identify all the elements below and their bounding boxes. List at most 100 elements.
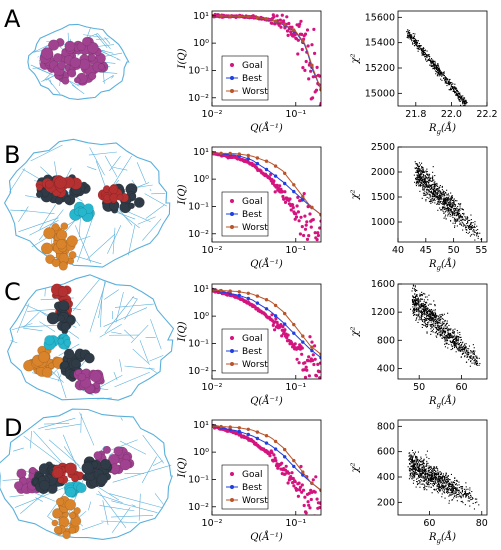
scatter-point (445, 199, 447, 201)
scatter-point (439, 328, 441, 330)
scatter-point (463, 105, 465, 106)
scatter-point (477, 235, 479, 237)
scatter-point (445, 472, 447, 474)
scatter-point (420, 316, 422, 318)
goal-point (274, 459, 278, 463)
scatter-point (441, 486, 443, 488)
scatter-point (455, 336, 457, 338)
scatter-point (425, 177, 427, 179)
scatter-point (440, 318, 442, 320)
scatter-point (451, 83, 453, 85)
scatter-point (456, 219, 458, 221)
scatter-point (436, 328, 438, 330)
goal-point (283, 190, 287, 194)
worst-marker (301, 39, 305, 43)
scatter-point (415, 183, 417, 185)
scatter-point (441, 324, 443, 326)
scatter-point (468, 356, 470, 358)
scatter-point (468, 493, 470, 495)
scatter-point (416, 294, 418, 296)
worst-marker (255, 294, 260, 298)
scatter-point (422, 175, 424, 177)
scatter-point (469, 505, 471, 507)
protein-domain-orange-atom (64, 499, 76, 511)
scatter-point (428, 314, 430, 316)
panel-letter: B (4, 141, 20, 169)
scatter-point (415, 178, 417, 180)
goal-point (313, 231, 317, 235)
scatter-point (459, 93, 461, 95)
y-tick-label: 10⁻¹ (188, 65, 209, 76)
scatter-point (439, 331, 441, 333)
goal-point (281, 325, 285, 329)
protein-domain-orange (23, 345, 65, 378)
scatter-point (465, 493, 467, 495)
scatter-point (427, 480, 429, 482)
scatter-point (437, 68, 439, 70)
scatter-point (415, 295, 417, 297)
scatter-point (424, 479, 426, 481)
scatter-point (449, 486, 451, 488)
scatter-point (433, 191, 435, 193)
scatter-point (422, 463, 424, 465)
scatter-point (444, 200, 446, 202)
goal-point (271, 323, 275, 327)
scatter-point (430, 313, 432, 315)
scatter-point (453, 493, 455, 495)
scatter-point (461, 97, 463, 99)
scatter-point (417, 315, 419, 317)
scatter-point (414, 312, 416, 314)
goal-point (302, 192, 306, 196)
scatter-point (448, 202, 450, 204)
scatter-point (425, 199, 427, 201)
scatter-point (425, 302, 427, 304)
scatter-point (445, 203, 447, 205)
scatter-point (467, 220, 469, 222)
scatter-point (455, 209, 457, 211)
scatter-point (442, 192, 444, 194)
scatter-point (432, 188, 434, 190)
scatter-point (420, 48, 422, 50)
scatter-point (416, 309, 418, 311)
scatter-point (409, 463, 411, 465)
scatter-point (427, 54, 429, 56)
goal-point (309, 497, 313, 502)
scatter-point (432, 199, 434, 201)
scatter-point (439, 328, 441, 330)
scatter-point (410, 35, 412, 37)
scatter-point (436, 188, 438, 190)
scatter-point (452, 205, 454, 207)
scatter-point (408, 478, 410, 480)
scatter-point (419, 317, 421, 319)
scatter-point (433, 183, 435, 185)
scatter-point (432, 68, 434, 70)
scatter-point (424, 186, 426, 188)
scatter-point (421, 298, 423, 300)
scatter-point (417, 172, 419, 174)
scatter-point (419, 461, 421, 463)
envelope-mesh-edge (109, 155, 121, 172)
scatter-point (431, 473, 433, 475)
scatter-point (470, 228, 472, 230)
scatter-point (414, 306, 416, 308)
scatter-point (416, 484, 418, 486)
scatter-point (435, 195, 437, 197)
scatter-point (440, 78, 442, 80)
scatter-point (463, 493, 465, 495)
scatter-point (448, 210, 450, 212)
scatter-point (437, 492, 439, 494)
goal-point (303, 214, 307, 218)
scatter-point (434, 191, 436, 193)
scatter-point (415, 299, 417, 301)
scatter-point (451, 211, 453, 213)
scatter-point (434, 311, 436, 313)
scatter-point (433, 64, 435, 66)
scatter-point (444, 82, 446, 84)
goal-point (311, 478, 315, 482)
scatter-point (409, 458, 411, 460)
scatter-point (452, 340, 454, 342)
best-marker (228, 291, 232, 296)
envelope-mesh-edge (102, 500, 109, 526)
